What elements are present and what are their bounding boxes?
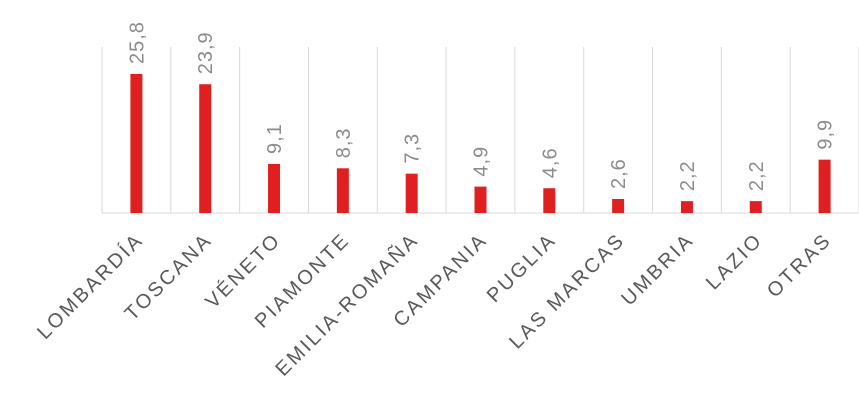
bar (749, 201, 762, 213)
value-label: 23,9 (195, 31, 217, 74)
bar (268, 163, 281, 213)
bar (818, 159, 831, 213)
value-label: 4,9 (471, 146, 493, 177)
value-label: 2,6 (608, 158, 630, 189)
value-label: 8,3 (333, 127, 355, 158)
value-label: 4,6 (539, 147, 561, 178)
value-label: 7,3 (402, 133, 424, 164)
value-label: 2,2 (677, 160, 699, 191)
category-label: LOMBARDÍA (32, 228, 147, 343)
bar (474, 186, 487, 213)
value-label: 9,9 (815, 119, 837, 150)
value-label: 2,2 (746, 160, 768, 191)
bar (336, 168, 349, 213)
category-label: LAZIO (702, 229, 767, 294)
category-label: OTRAS (763, 229, 836, 302)
bar (405, 173, 418, 213)
bar (680, 201, 693, 213)
bar (199, 84, 212, 213)
bar (130, 74, 143, 213)
category-label: UMBRIA (617, 229, 698, 310)
bar (543, 188, 556, 213)
bar (612, 198, 625, 213)
category-label: LAS MARCAS (505, 229, 629, 353)
value-label: 9,1 (264, 123, 286, 154)
value-label: 25,8 (126, 21, 148, 64)
